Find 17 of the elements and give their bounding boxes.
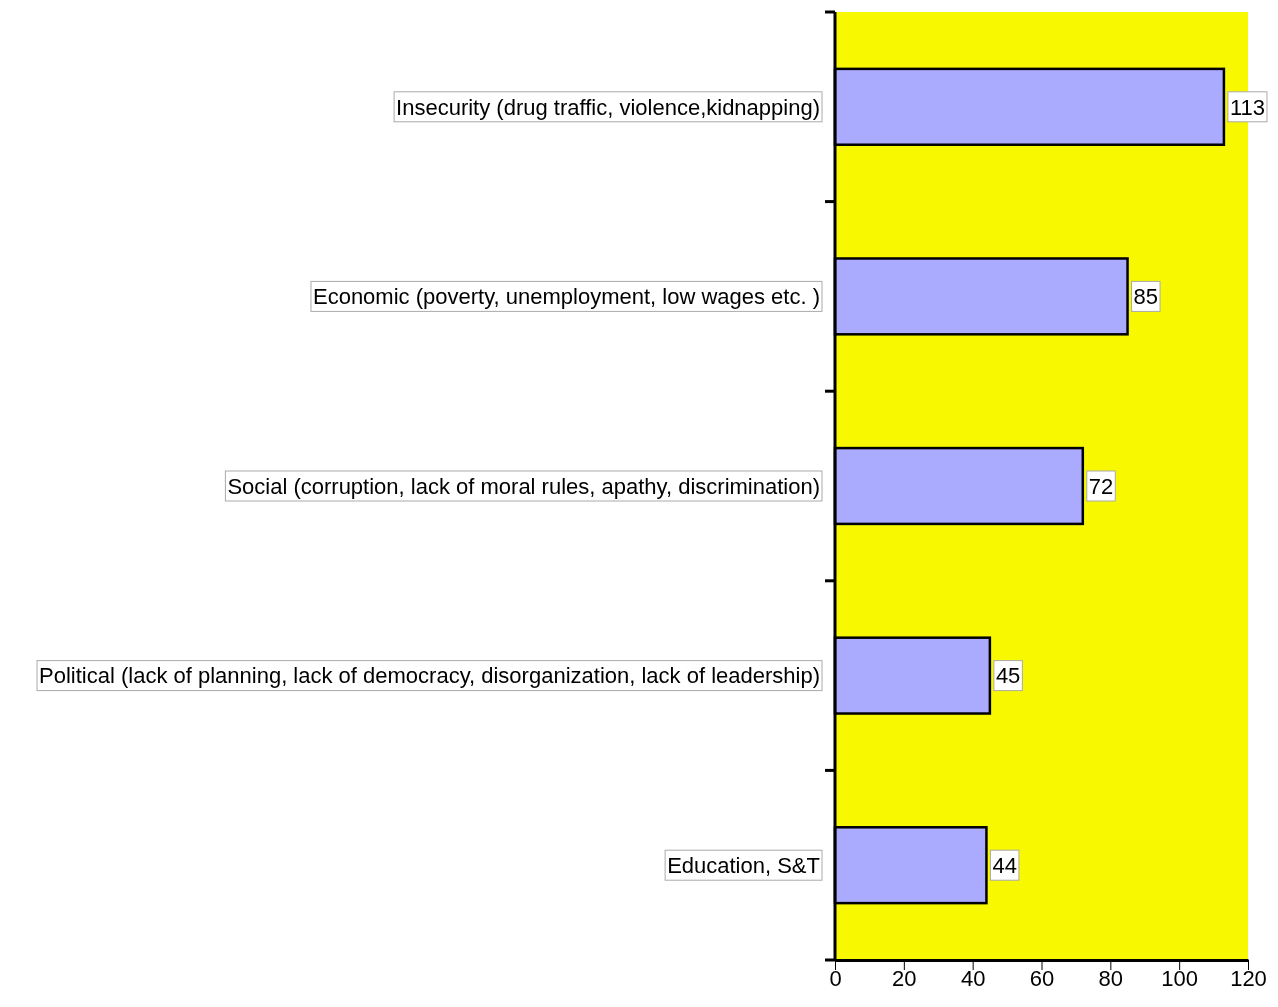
x-tick-label: 60 xyxy=(1029,966,1055,992)
data-label: 72 xyxy=(1088,473,1114,499)
y-tick-label: Social (corruption, lack of moral rules, apathy, discrimination) xyxy=(227,473,820,499)
data-label: 44 xyxy=(992,852,1017,878)
x-tick-label: 100 xyxy=(1161,966,1199,992)
x-tick-label: 20 xyxy=(892,966,917,992)
x-tick-label: 80 xyxy=(1098,966,1124,992)
y-tick-label: Economic (poverty, unemployment, low wages etc. ) xyxy=(312,284,820,310)
x-tick-label: 40 xyxy=(960,966,986,992)
y-tick-label: Education, S&T xyxy=(667,852,820,878)
x-tick-label: 0 xyxy=(829,966,842,992)
data-label: 113 xyxy=(1229,94,1265,120)
data-label: 45 xyxy=(995,663,1021,689)
y-tick-label: Political (lack of planning, lack of democracy, disorganization, lack of leadership) xyxy=(39,663,820,689)
x-tick-label: 120 xyxy=(1230,966,1267,992)
data-label: 85 xyxy=(1133,284,1159,310)
y-tick-label: Insecurity (drug traffic, violence,kidnapping) xyxy=(396,94,820,120)
